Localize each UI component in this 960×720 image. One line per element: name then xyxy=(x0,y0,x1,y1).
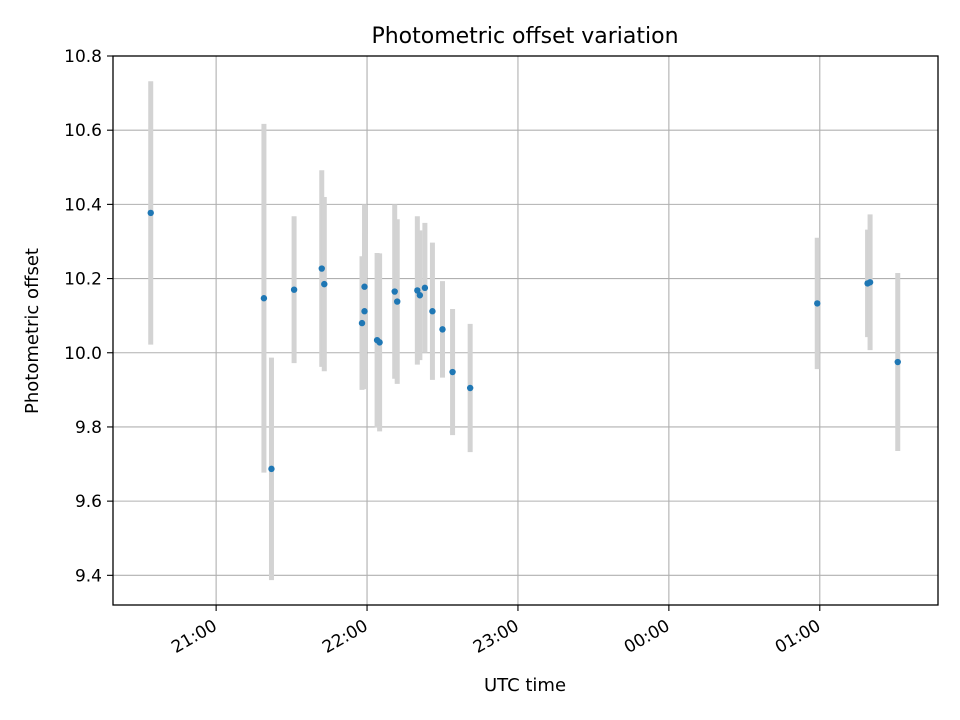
data-point xyxy=(466,384,474,392)
data-point xyxy=(866,279,874,286)
y-tick-label: 10.4 xyxy=(64,195,102,215)
x-axis-label: UTC time xyxy=(484,675,566,696)
data-point xyxy=(414,287,421,294)
data-point xyxy=(321,280,328,288)
data-point xyxy=(358,319,366,327)
y-axis-label: Photometric offset xyxy=(22,248,43,414)
data-point xyxy=(376,339,383,346)
data-point xyxy=(449,368,456,376)
data-point xyxy=(894,358,901,366)
data-point xyxy=(814,300,821,307)
data-point xyxy=(260,295,268,302)
data-point xyxy=(439,326,446,333)
data-point xyxy=(429,308,436,315)
grid xyxy=(113,55,938,605)
data-point xyxy=(268,465,275,473)
y-tick-label: 9.4 xyxy=(75,566,102,586)
y-tick-label: 10.8 xyxy=(64,47,102,67)
y-tick-label: 10.2 xyxy=(64,270,102,290)
y-tick-label: 10.6 xyxy=(64,121,102,141)
data-point xyxy=(361,308,368,315)
data-point xyxy=(361,283,368,290)
data-point xyxy=(416,292,424,299)
plot-frame xyxy=(112,55,939,606)
data-point xyxy=(318,265,325,272)
y-axis-ticks: 9.4 9.6 9.8 10.0 10.2 10.4 10.6 10.8 xyxy=(64,47,113,586)
chart-title: Photometric offset variation xyxy=(371,24,678,49)
data-point xyxy=(421,284,429,292)
data-point xyxy=(391,288,398,295)
y-tick-label: 10.0 xyxy=(64,344,102,364)
data-point xyxy=(147,209,154,217)
y-tick-label: 9.8 xyxy=(75,418,102,438)
data-points xyxy=(147,209,901,473)
y-tick-label: 9.6 xyxy=(75,492,102,512)
data-point xyxy=(394,298,401,305)
data-point xyxy=(290,286,298,293)
